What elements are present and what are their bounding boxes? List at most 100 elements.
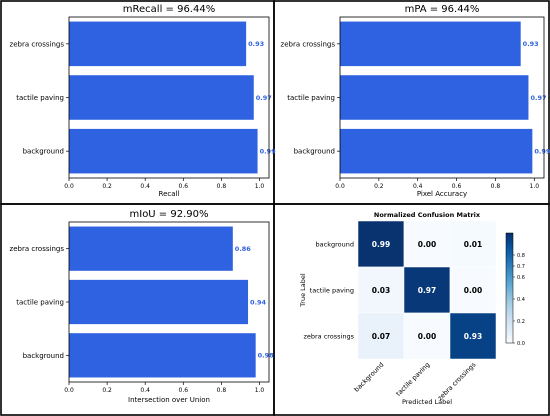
value-label: 0.93 bbox=[523, 40, 539, 48]
x-tick-label: 0.8 bbox=[217, 183, 227, 190]
colorbar-segment bbox=[506, 306, 513, 309]
colorbar-segment bbox=[506, 297, 513, 300]
x-tick-label: 0.4 bbox=[140, 387, 150, 394]
colorbar-segment bbox=[506, 289, 513, 293]
colorbar-segment bbox=[506, 236, 513, 239]
colorbar-segment bbox=[506, 234, 513, 238]
colorbar-segment bbox=[506, 328, 513, 331]
cell-value-label: 0.99 bbox=[372, 240, 391, 249]
cell-value-label: 0.07 bbox=[372, 332, 391, 341]
category-label: background bbox=[294, 148, 335, 156]
heatmap-cell bbox=[357, 220, 405, 268]
y-axis-label: True Label bbox=[299, 273, 307, 308]
x-tick-label: 0.0 bbox=[335, 183, 345, 190]
colorbar-segment bbox=[506, 295, 513, 298]
colorbar-segment bbox=[506, 333, 513, 337]
bar-iou-1 bbox=[69, 279, 249, 325]
chart-title-pixel-accuracy: mPA = 96.44% bbox=[405, 4, 480, 15]
x-tick-label: 0.6 bbox=[179, 183, 189, 190]
colorbar-tick-label: 0.4 bbox=[517, 297, 525, 303]
cell-value-label: 0.01 bbox=[464, 240, 483, 249]
colorbar-segment bbox=[506, 302, 513, 305]
category-label: zebra crossings bbox=[281, 40, 336, 48]
x-axis-label: Predicted Label bbox=[402, 398, 452, 406]
x-tick-label: 0.8 bbox=[491, 183, 501, 190]
category-label: background bbox=[23, 352, 64, 360]
bar-recall-0 bbox=[69, 21, 247, 67]
cell-value-label: 0.00 bbox=[418, 240, 437, 249]
bar-pixel-accuracy-0 bbox=[340, 21, 521, 67]
bar-iou-2 bbox=[69, 333, 256, 378]
colorbar-segment bbox=[506, 262, 513, 265]
value-label: 0.97 bbox=[530, 94, 546, 102]
colorbar-segment bbox=[506, 238, 513, 241]
heatmap-cell bbox=[403, 312, 451, 360]
colorbar-segment bbox=[506, 244, 513, 247]
colorbar-segment bbox=[506, 293, 513, 296]
heatmap-cell bbox=[357, 312, 405, 360]
x-tick-label: 1.0 bbox=[530, 183, 540, 190]
heatmap-cell bbox=[403, 220, 451, 268]
colorbar-segment bbox=[506, 271, 513, 274]
colorbar-segment bbox=[506, 341, 513, 344]
colorbar-segment bbox=[506, 249, 513, 252]
colorbar-segment bbox=[506, 311, 513, 315]
colorbar-segment bbox=[506, 247, 513, 250]
x-tick-label: 0.4 bbox=[140, 183, 150, 190]
cell-value-label: 0.97 bbox=[418, 286, 437, 295]
colorbar-segment bbox=[506, 288, 513, 291]
x-tick-label: 0.8 bbox=[217, 387, 227, 394]
x-tick-label: 0.4 bbox=[413, 183, 423, 190]
confusion-matrix-title: Normalized Confusion Matrix bbox=[374, 211, 481, 219]
colorbar-segment bbox=[506, 258, 513, 261]
value-label: 0.86 bbox=[235, 245, 252, 253]
bar-pixel-accuracy-1 bbox=[340, 75, 529, 120]
colorbar-segment bbox=[506, 269, 513, 272]
colorbar-segment bbox=[506, 277, 513, 280]
colorbar-segment bbox=[506, 304, 513, 307]
colorbar-segment bbox=[506, 284, 513, 287]
x-axis-label: Pixel Accuracy bbox=[417, 190, 467, 198]
colorbar-segment bbox=[506, 313, 513, 316]
colorbar-segment bbox=[506, 256, 513, 260]
colorbar-tick-label: 0.7 bbox=[517, 264, 525, 270]
colorbar-segment bbox=[506, 300, 513, 304]
colorbar-segment bbox=[506, 308, 513, 311]
x-tick-label: 0.0 bbox=[64, 387, 74, 394]
colorbar-segment bbox=[506, 260, 513, 263]
category-label: zebra crossings bbox=[10, 245, 65, 253]
x-tick-label: 0.2 bbox=[102, 183, 112, 190]
colorbar-segment bbox=[506, 291, 513, 294]
colorbar-segment bbox=[506, 326, 513, 329]
value-label: 0.94 bbox=[250, 298, 267, 306]
colorbar-segment bbox=[506, 275, 513, 278]
value-label: 0.93 bbox=[248, 40, 264, 48]
colorbar-segment bbox=[506, 322, 513, 326]
bar-iou-0 bbox=[69, 226, 233, 271]
heatmap-cell bbox=[449, 220, 497, 268]
panel-frame-confusion-matrix bbox=[273, 203, 550, 416]
x-axis-label: Intersection over Union bbox=[128, 396, 210, 404]
colorbar-segment bbox=[506, 324, 513, 327]
heatmap-cell bbox=[449, 266, 497, 314]
colorbar-tick-label: 0.8 bbox=[517, 253, 525, 259]
colorbar-segment bbox=[506, 310, 513, 313]
colorbar-segment bbox=[506, 337, 513, 340]
colorbar-segment bbox=[506, 253, 513, 256]
cell-value-label: 0.00 bbox=[418, 332, 437, 341]
value-label: 0.99 bbox=[534, 147, 550, 155]
colorbar-segment bbox=[506, 315, 513, 318]
colorbar-tick-label: 0.2 bbox=[517, 319, 525, 325]
plot-area-frame bbox=[339, 16, 545, 179]
chart-title-iou: mIoU = 92.90% bbox=[130, 209, 209, 220]
colorbar-segment bbox=[506, 299, 513, 302]
cell-value-label: 0.93 bbox=[464, 332, 483, 341]
x-tick-label: 0.6 bbox=[179, 387, 189, 394]
heatmap-cell bbox=[403, 266, 451, 314]
colorbar-segment bbox=[506, 332, 513, 335]
category-label: zebra crossings bbox=[10, 40, 65, 48]
colorbar-segment bbox=[506, 266, 513, 269]
colorbar-segment bbox=[506, 335, 513, 338]
colorbar-segment bbox=[506, 255, 513, 258]
colorbar-tick-label: 0.0 bbox=[517, 341, 525, 347]
